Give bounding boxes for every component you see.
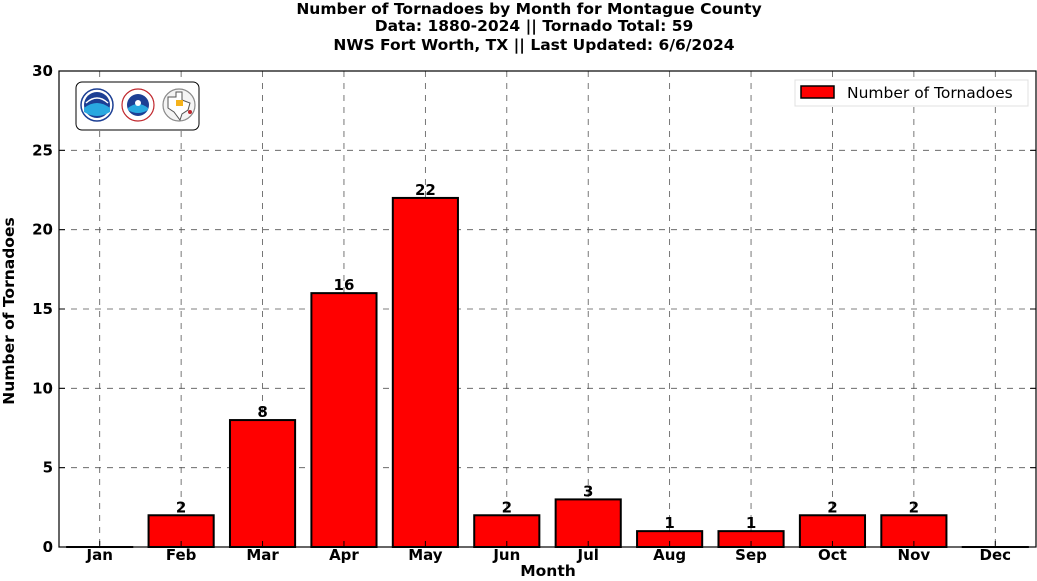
bar-value-label: 2	[909, 498, 919, 516]
x-tick-label: Jun	[492, 546, 520, 564]
x-ticks: Jan Feb Mar Apr May Jun Jul Aug Sep Oct Nov Dec	[86, 541, 1012, 564]
y-tick-label: 20	[32, 221, 53, 239]
x-tick-label: Dec	[980, 546, 1012, 564]
bar-mar	[228, 419, 297, 549]
x-tick-label: Feb	[166, 546, 197, 564]
bar-value-label: 3	[583, 482, 593, 500]
bar-may	[391, 196, 459, 549]
x-tick-label: Jul	[577, 546, 599, 564]
bar-value-label: 16	[334, 276, 355, 294]
bar-value-label: 2	[502, 498, 512, 516]
x-tick-label: Sep	[735, 546, 767, 564]
x-tick-label: Apr	[329, 546, 359, 564]
chart-subtitle-1: Data: 1880-2024 || Tornado Total: 59	[375, 17, 694, 36]
y-tick-label: 5	[43, 459, 53, 477]
bar-value-label: 1	[664, 514, 674, 532]
bar-jul	[554, 498, 622, 548]
logos-box	[75, 81, 200, 131]
nws-logo	[121, 88, 155, 122]
chart-title: Number of Tornadoes by Month for Montagu…	[296, 0, 761, 18]
bar-value-label: 2	[176, 498, 186, 516]
x-tick-label: Nov	[898, 546, 931, 564]
y-tick-label: 10	[32, 379, 53, 397]
texas-logo	[162, 88, 196, 122]
x-axis-label: Month	[520, 562, 576, 580]
chart-subtitle-2: NWS Fort Worth, TX || Last Updated: 6/6/…	[333, 36, 734, 55]
x-tick-label: Mar	[246, 546, 279, 564]
x-tick-label: Jan	[86, 546, 113, 564]
legend-label: Number of Tornadoes	[847, 84, 1013, 102]
y-tick-label: 30	[32, 62, 53, 80]
legend-swatch	[800, 85, 835, 99]
bar-value-label: 1	[746, 514, 756, 532]
y-tick-label: 0	[43, 538, 53, 556]
bar-value-label: 8	[257, 403, 267, 421]
y-axis-label: Number of Tornadoes	[0, 217, 18, 404]
legend: Number of Tornadoes	[794, 79, 1029, 107]
noaa-logo	[80, 88, 114, 122]
bar-apr	[310, 292, 378, 548]
y-tick-label: 25	[32, 141, 53, 159]
y-ticks: 0 5 10 15 20 25 30	[32, 62, 1036, 556]
x-tick-label: Oct	[818, 546, 847, 564]
bar-value-label: 2	[827, 498, 837, 516]
bars-group	[66, 196, 1029, 549]
grid-lines	[59, 71, 1036, 547]
bar-value-label: 22	[415, 181, 436, 199]
x-tick-label: May	[408, 546, 443, 564]
x-tick-label: Aug	[653, 546, 686, 564]
y-tick-label: 15	[32, 300, 53, 318]
